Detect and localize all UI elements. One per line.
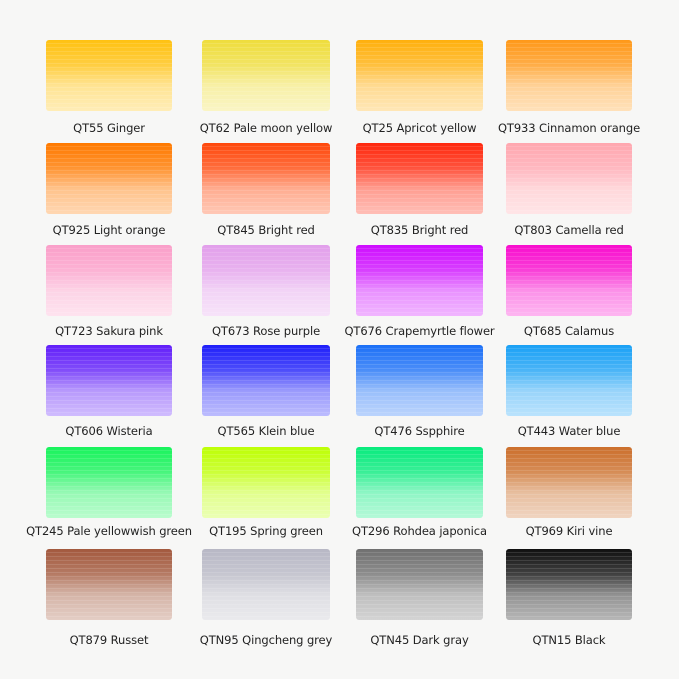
swatch-label: QT55 Ginger <box>73 121 145 135</box>
swatch-label: QT443 Water blue <box>517 424 621 438</box>
swatch-label: QT803 Camella red <box>514 223 624 237</box>
color-swatch <box>506 447 632 518</box>
color-swatch <box>356 447 483 518</box>
color-swatch <box>46 143 172 214</box>
swatch-label: QT565 Klein blue <box>217 424 315 438</box>
color-swatch <box>202 143 330 214</box>
swatch-label: QT933 Cinnamon orange <box>497 121 641 135</box>
color-swatch <box>202 245 330 316</box>
swatch-label: QT245 Pale yellowwish green <box>26 524 192 538</box>
swatch-label: QT476 Sspphire <box>374 424 465 438</box>
color-swatch <box>506 245 632 316</box>
color-swatch <box>202 345 330 416</box>
color-swatch <box>202 40 330 111</box>
color-swatch <box>356 345 483 416</box>
swatch-label: QTN45 Dark gray <box>370 633 469 647</box>
color-swatch <box>202 447 330 518</box>
swatch-label: QT845 Bright red <box>217 223 315 237</box>
swatch-label: QT969 Kiri vine <box>525 524 613 538</box>
swatch-label: QTN95 Qingcheng grey <box>199 633 333 647</box>
color-swatch <box>356 143 483 214</box>
color-swatch <box>506 40 632 111</box>
swatch-label: QT925 Light orange <box>52 223 166 237</box>
swatch-label: QT723 Sakura pink <box>55 324 163 338</box>
color-swatch <box>46 245 172 316</box>
color-swatch <box>356 40 483 111</box>
swatch-label: QT879 Russet <box>69 633 149 647</box>
color-swatch <box>356 245 483 316</box>
color-swatch <box>202 549 330 620</box>
color-swatch <box>356 549 483 620</box>
swatch-label: QT676 Crapemyrtle flower <box>344 324 495 338</box>
swatch-label: QTN15 Black <box>532 633 606 647</box>
swatch-label: QT62 Pale moon yellow <box>199 121 333 135</box>
color-swatch <box>46 40 172 111</box>
swatch-label: QT296 Rohdea japonica <box>352 524 487 538</box>
color-swatch <box>46 447 172 518</box>
swatch-label: QT835 Bright red <box>370 223 469 237</box>
swatch-label: QT685 Calamus <box>523 324 615 338</box>
color-swatch <box>506 549 632 620</box>
color-swatch <box>506 143 632 214</box>
color-swatch <box>506 345 632 416</box>
color-swatch <box>46 345 172 416</box>
swatch-label: QT195 Spring green <box>209 524 323 538</box>
color-swatch <box>46 549 172 620</box>
swatch-label: QT606 Wisteria <box>65 424 153 438</box>
swatch-label: QT673 Rose purple <box>211 324 321 338</box>
swatch-label: QT25 Apricot yellow <box>362 121 477 135</box>
